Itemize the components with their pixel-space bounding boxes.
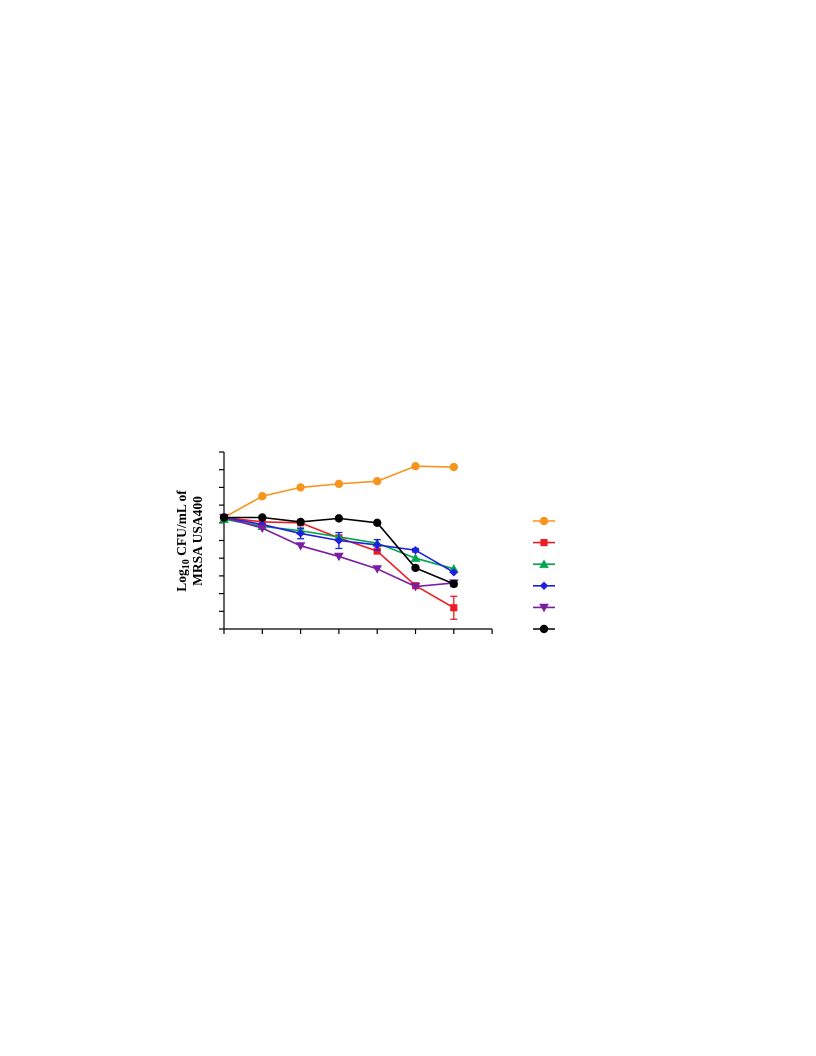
data-point (296, 529, 305, 538)
data-point (372, 565, 383, 574)
data-point (449, 462, 458, 472)
data-point (373, 547, 381, 555)
data-point (410, 582, 421, 592)
series-4 (219, 513, 458, 577)
data-point (296, 517, 305, 527)
data-point (258, 513, 267, 522)
series-line (223, 465, 454, 519)
data-point (296, 483, 305, 492)
legend-marker (539, 516, 549, 526)
series-layer (219, 461, 459, 620)
data-point (373, 540, 382, 550)
data-point (411, 461, 420, 471)
legend-marker (539, 581, 549, 590)
data-point (373, 518, 382, 527)
y-axis-label-line2: MRSA USA400 (190, 496, 205, 586)
legend-entry-5 (533, 603, 555, 613)
series-6 (219, 513, 458, 589)
data-point (258, 492, 267, 501)
data-point (334, 552, 344, 562)
legend-entry-2 (533, 539, 555, 547)
data-point (257, 524, 268, 533)
legend-entry-3 (533, 559, 555, 568)
series-5 (219, 513, 459, 592)
data-point (410, 553, 421, 562)
series-line (223, 516, 455, 609)
legend-entry-6 (533, 624, 555, 634)
data-point (334, 479, 344, 489)
series-1 (219, 461, 458, 522)
y-axis-label-line1: Log10 CFU/mL of (174, 490, 192, 592)
data-point (373, 477, 382, 486)
data-point (411, 546, 420, 555)
data-point (334, 514, 344, 523)
legend-entry-1 (533, 516, 555, 526)
legend-marker (539, 603, 549, 613)
legend-marker (540, 539, 548, 547)
data-point (334, 536, 344, 545)
legend-marker (539, 624, 549, 634)
data-point (295, 542, 306, 551)
data-point (219, 513, 229, 522)
series-2 (220, 513, 458, 620)
legend (533, 516, 555, 634)
y-axis-label: Log10 CFU/mL of MRSA USA400 (174, 490, 205, 592)
data-point (411, 563, 420, 573)
legend-entry-4 (533, 581, 555, 590)
data-point (450, 604, 458, 612)
legend-marker (539, 559, 549, 568)
data-point (449, 568, 458, 577)
data-point (449, 579, 458, 589)
